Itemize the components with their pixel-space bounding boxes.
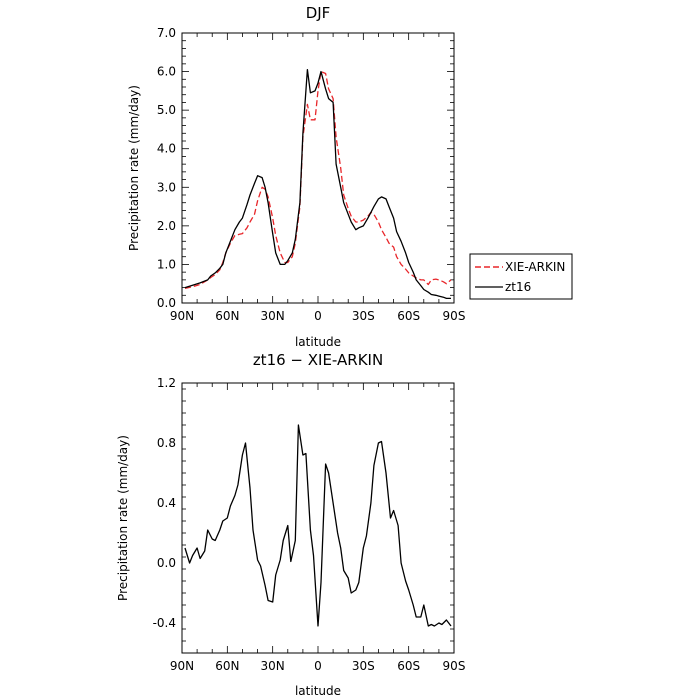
legend-box bbox=[469, 253, 573, 300]
x-tick-label: 90N bbox=[170, 659, 194, 673]
x-tick-label: 90N bbox=[170, 309, 194, 323]
legend-label-xie-arkin: XIE-ARKIN bbox=[505, 260, 565, 274]
series-line-zt16 bbox=[184, 68, 451, 300]
series-line-xie-arkin bbox=[184, 70, 452, 289]
y-tick-label: 0.8 bbox=[157, 436, 176, 450]
y-tick-label: 1.2 bbox=[157, 376, 176, 390]
y-tick-label: 5.0 bbox=[157, 103, 176, 117]
x-axis-label-djf: latitude bbox=[295, 335, 341, 349]
y-tick-label: 1.0 bbox=[157, 257, 176, 271]
y-axis-label-difference: Precipitation rate (mm/day) bbox=[116, 435, 130, 601]
y-tick-label: 0.4 bbox=[157, 496, 176, 510]
y-tick-label: 2.0 bbox=[157, 219, 176, 233]
x-tick-label: 60N bbox=[215, 659, 239, 673]
x-tick-label: 90S bbox=[443, 309, 466, 323]
y-ticks-djf: 0.0 1.0 2.0 3.0 4.0 5.0 6.0 7.0 bbox=[157, 26, 454, 310]
chart-panel-djf: DJF 0.0 1.0 2.0 3.0 4.0 5.0 6.0 7.0 90N 60N 30N 0 3… bbox=[127, 4, 573, 349]
chart-title-difference: zt16 − XIE-ARKIN bbox=[253, 351, 383, 369]
series-lines-djf bbox=[184, 68, 452, 300]
y-tick-label: 6.0 bbox=[157, 65, 176, 79]
x-axis-label-difference: latitude bbox=[295, 684, 341, 698]
x-tick-label: 0 bbox=[314, 659, 322, 673]
x-tick-label: 60N bbox=[215, 309, 239, 323]
y-tick-label: 4.0 bbox=[157, 142, 176, 156]
series-line-difference bbox=[184, 424, 452, 627]
series-lines-difference bbox=[184, 424, 452, 627]
y-tick-label: 0.0 bbox=[157, 296, 176, 310]
plot-frame-difference bbox=[181, 382, 455, 654]
legend: XIE-ARKIN zt16 bbox=[469, 253, 573, 300]
x-tick-label: 90S bbox=[443, 659, 466, 673]
chart-title-djf: DJF bbox=[306, 4, 331, 22]
y-tick-label: 3.0 bbox=[157, 180, 176, 194]
chart-panel-difference: zt16 − XIE-ARKIN -0.4 0.0 0.4 0.8 1.2 90N 60N… bbox=[116, 351, 465, 698]
x-tick-label: 60S bbox=[397, 309, 420, 323]
x-ticks-djf: 90N 60N 30N 0 30S 60S 90S bbox=[170, 33, 466, 323]
x-ticks-difference: 90N 60N 30N 0 30S 60S 90S bbox=[170, 383, 466, 673]
y-ticks-difference: -0.4 0.0 0.4 0.8 1.2 bbox=[153, 376, 454, 654]
y-axis-label-djf: Precipitation rate (mm/day) bbox=[127, 85, 141, 251]
x-tick-label: 60S bbox=[397, 659, 420, 673]
legend-label-zt16: zt16 bbox=[505, 280, 531, 294]
y-tick-label: -0.4 bbox=[153, 616, 176, 630]
x-tick-label: 30N bbox=[261, 309, 285, 323]
y-tick-label: 7.0 bbox=[157, 26, 176, 40]
y-tick-label: 0.0 bbox=[157, 556, 176, 570]
x-tick-label: 30S bbox=[352, 309, 375, 323]
x-tick-label: 30N bbox=[261, 659, 285, 673]
x-tick-label: 30S bbox=[352, 659, 375, 673]
x-tick-label: 0 bbox=[314, 309, 322, 323]
